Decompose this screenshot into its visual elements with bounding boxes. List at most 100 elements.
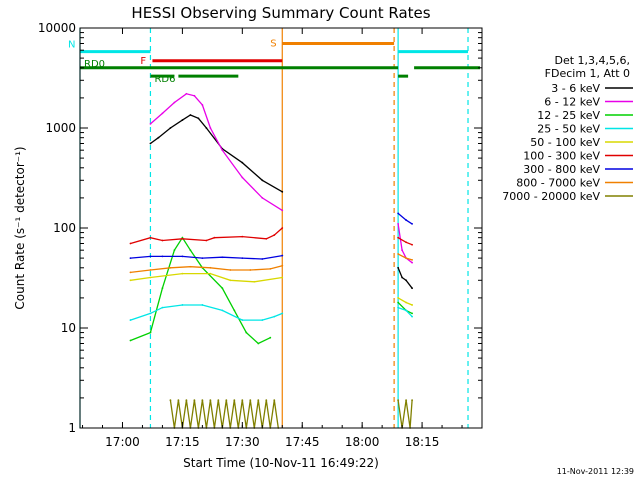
point-7000-20000-kev-1-11: [209, 399, 212, 402]
point-12-25-kev-1-11: [257, 342, 260, 345]
point-7000-20000-kev-1-7: [193, 399, 196, 402]
point-25-50-kev-1-1: [129, 319, 132, 321]
point-3-6-kev-1-9: [241, 161, 244, 164]
x-tick-label-17:30: 17:30: [225, 435, 260, 449]
point-12-25-kev-2-3: [411, 312, 413, 315]
y-axis-ticks: 1 10 100 1000 10000: [38, 21, 482, 435]
point-100-300-kev-2-2: [405, 241, 408, 244]
series-7000-20000-kev-segment-1: [169, 400, 279, 429]
point-3-6-kev-1-3: [169, 127, 172, 129]
point-100-300-kev-1-5: [205, 239, 208, 242]
legend-label-7000-20000-kev: 7000 - 20000 keV: [502, 190, 600, 203]
chart-title: HESSI Observing Summary Count Rates: [131, 4, 430, 22]
point-6-12-kev-1-6: [201, 104, 204, 106]
point-800-7000-kev-1-6: [229, 269, 232, 271]
point-100-300-kev-2-1: [397, 236, 400, 239]
point-25-50-kev-1-2: [149, 312, 152, 315]
point-100-300-kev-2-3: [411, 243, 413, 246]
series-7000-20000-kev-segment-2: [397, 400, 413, 429]
point-7000-20000-kev-2-1: [397, 399, 400, 402]
x-tick-label-17:00: 17:00: [105, 435, 140, 449]
point-6-12-kev-1-10: [261, 196, 264, 199]
point-3-6-kev-1-4: [181, 119, 184, 121]
y-tick-label-10: 10: [61, 321, 76, 335]
point-12-25-kev-1-9: [233, 309, 236, 312]
point-50-100-kev-1-2: [149, 276, 152, 279]
flag-s-label: S: [270, 38, 276, 49]
point-12-25-kev-2-1: [397, 301, 400, 304]
series-100-300-kev-segment-1: [130, 227, 283, 245]
point-6-12-kev-1-2: [161, 112, 164, 115]
y-tick-label-100: 100: [53, 221, 76, 235]
point-800-7000-kev-1-7: [249, 269, 252, 271]
flag-rd6-label: RD6: [154, 74, 175, 85]
point-300-800-kev-2-1: [397, 212, 400, 215]
point-25-50-kev-2-3: [411, 315, 413, 318]
x-tick-label-17:45: 17:45: [285, 435, 320, 449]
point-800-7000-kev-1-4: [189, 265, 192, 268]
point-300-800-kev-2-3: [411, 222, 413, 225]
point-300-800-kev-1-2: [149, 255, 152, 258]
point-7000-20000-kev-1-23: [257, 399, 260, 402]
point-12-25-kev-1-4: [173, 249, 176, 252]
point-6-12-kev-1-9: [241, 176, 244, 179]
point-25-50-kev-2-1: [397, 306, 400, 309]
x-tick-label-18:00: 18:00: [345, 435, 380, 449]
point-25-50-kev-1-6: [221, 309, 224, 312]
point-800-7000-kev-1-1: [129, 271, 132, 274]
point-3-6-kev-1-5: [189, 114, 192, 116]
point-6-12-kev-1-4: [185, 92, 188, 95]
point-7000-20000-kev-1-13: [217, 399, 220, 402]
point-25-50-kev-1-7: [241, 319, 244, 321]
point-25-50-kev-1-10: [281, 312, 284, 315]
point-6-12-kev-1-5: [193, 94, 196, 97]
series-300-800-kev-segment-2: [397, 212, 413, 225]
legend-label-12-25-kev: 12 - 25 keV: [537, 109, 600, 122]
point-7000-20000-kev-1-15: [225, 399, 228, 402]
timestamp: 11-Nov-2011 12:39: [557, 467, 634, 476]
legend-label-50-100-kev: 50 - 100 keV: [530, 136, 600, 149]
point-800-7000-kev-1-9: [281, 264, 284, 267]
point-800-7000-kev-1-2: [149, 269, 152, 271]
point-7000-20000-kev-1-1: [169, 399, 172, 402]
legend-label-100-300-kev: 100 - 300 keV: [523, 150, 600, 163]
point-50-100-kev-1-5: [229, 279, 232, 282]
x-axis-ticks: 17:00 17:15 17:30 17:45 18:00 18:15: [82, 28, 483, 449]
legend-label-6-12-kev: 6 - 12 keV: [544, 96, 600, 109]
point-6-12-kev-2-1: [397, 222, 400, 225]
point-800-7000-kev-1-8: [269, 267, 272, 270]
flag-n-label: N: [68, 40, 75, 51]
plot-frame: [79, 27, 483, 429]
point-25-50-kev-1-8: [261, 319, 264, 321]
point-100-300-kev-1-4: [181, 237, 184, 240]
point-25-50-kev-1-9: [273, 315, 276, 318]
point-7000-20000-kev-1-19: [241, 399, 244, 402]
point-6-12-kev-1-8: [221, 149, 224, 152]
point-3-6-kev-2-4: [411, 287, 413, 290]
x-tick-label-18:15: 18:15: [405, 435, 440, 449]
point-50-100-kev-2-2: [405, 301, 408, 304]
x-axis-label: Start Time (10-Nov-11 16:49:22): [183, 456, 379, 470]
point-6-12-kev-2-2: [401, 249, 404, 252]
point-25-50-kev-1-3: [161, 306, 164, 309]
point-12-25-kev-1-3: [161, 287, 164, 290]
point-12-25-kev-1-12: [269, 336, 272, 339]
point-12-25-kev-1-8: [221, 287, 224, 290]
point-800-7000-kev-2-2: [405, 257, 408, 260]
point-100-300-kev-1-9: [273, 234, 276, 236]
point-12-25-kev-1-2: [149, 331, 152, 334]
point-800-7000-kev-1-5: [209, 266, 212, 269]
point-800-7000-kev-2-3: [411, 258, 413, 261]
point-6-12-kev-1-11: [281, 209, 284, 212]
legend-label-800-7000-kev: 800 - 7000 keV: [516, 177, 600, 190]
point-300-800-kev-1-5: [201, 257, 204, 260]
point-3-6-kev-2-2: [401, 276, 404, 279]
point-100-300-kev-1-7: [241, 235, 244, 238]
point-50-100-kev-1-6: [253, 280, 256, 283]
point-50-100-kev-2-1: [397, 296, 400, 299]
series-6-12-kev-segment-2: [397, 223, 413, 264]
legend-header-2: FDecim 1, Att 0: [545, 67, 630, 80]
point-12-25-kev-1-1: [129, 339, 132, 342]
point-12-25-kev-1-6: [189, 249, 192, 252]
point-7000-20000-kev-1-21: [249, 399, 252, 402]
